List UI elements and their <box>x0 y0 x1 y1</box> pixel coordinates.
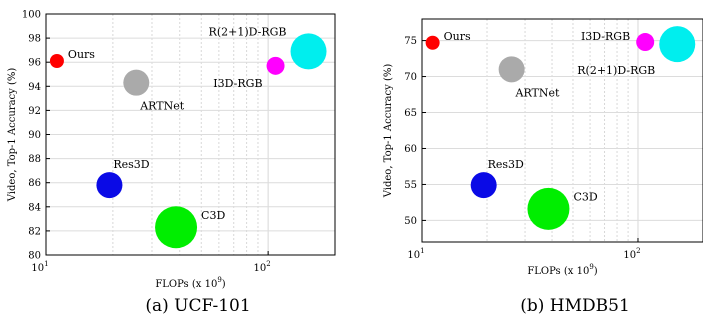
point-label: R(2+1)D-RGB <box>577 64 655 77</box>
y-tick-label: 92 <box>28 106 41 117</box>
point-artnet <box>498 56 525 83</box>
point-c3d <box>155 206 198 249</box>
point-res3d <box>96 172 123 199</box>
y-tick-label: 88 <box>28 154 41 165</box>
chart-panel-1: 80 82 84 86 88 90 92 94 96 98 100 101 102 FLOPs (x 10… <box>7 10 336 316</box>
y-tick-label: 80 <box>28 251 41 262</box>
point-label: C3D <box>201 209 225 222</box>
chart-caption: (a) UCF-101 <box>145 296 250 316</box>
chart-panel-2: 50 55 60 65 70 75 101 102 FLOPs (x 109) Video, To… <box>383 18 703 316</box>
point-label: C3D <box>573 191 597 204</box>
y-tick-label: 100 <box>22 10 41 21</box>
point-label: R(2+1)D-RGB <box>209 25 287 38</box>
point-label: Res3D <box>488 158 524 171</box>
point-c3d <box>527 187 570 230</box>
y-tick-label: 86 <box>28 178 41 189</box>
y-tick-label: 84 <box>28 202 41 213</box>
point-label: I3D-RGB <box>581 30 630 43</box>
point-ours <box>425 35 440 50</box>
x-tick-label: 101 <box>407 247 424 261</box>
point-ours <box>49 53 64 68</box>
y-tick-label: 96 <box>28 58 41 69</box>
point-label: ARTNet <box>515 86 561 99</box>
y-tick-label: 82 <box>28 226 41 237</box>
x-tick-label: 102 <box>254 260 271 274</box>
y-tick-label: 94 <box>28 82 41 93</box>
x-axis-label: FLOPs (x 109) <box>155 276 225 290</box>
y-tick-label: 50 <box>404 216 417 227</box>
x-tick-label: 101 <box>31 260 48 274</box>
point-label: Ours <box>444 30 471 43</box>
plot-frame <box>421 18 703 243</box>
point-res3d <box>470 172 497 199</box>
y-tick-label: 65 <box>404 108 417 119</box>
chart-caption: (b) HMDB51 <box>520 296 630 316</box>
y-tick-label: 90 <box>28 130 41 141</box>
y-axis-label: Video, Top-1 Accuracy (%) <box>383 64 394 199</box>
grid <box>421 19 703 242</box>
point-label: Res3D <box>113 158 149 171</box>
point-i3d-rgb <box>266 56 285 75</box>
x-axis-label: FLOPs (x 109) <box>527 263 597 277</box>
point-label: I3D-RGB <box>213 77 262 90</box>
y-tick-label: 60 <box>404 144 417 155</box>
point-i3d-rgb <box>636 33 655 52</box>
y-tick-label: 98 <box>28 34 41 45</box>
point-label: Ours <box>68 48 95 61</box>
point-artnet <box>123 69 150 96</box>
x-tick-label: 102 <box>623 247 640 261</box>
point-r-2-1-d-rgb <box>659 26 696 63</box>
y-axis-label: Video, Top-1 Accuracy (%) <box>7 68 18 203</box>
point-label: ARTNet <box>139 100 185 113</box>
point-r-2-1-d-rgb <box>290 33 327 70</box>
y-tick-label: 70 <box>404 72 417 83</box>
y-tick-label: 75 <box>404 36 417 47</box>
y-tick-label: 55 <box>404 180 417 191</box>
